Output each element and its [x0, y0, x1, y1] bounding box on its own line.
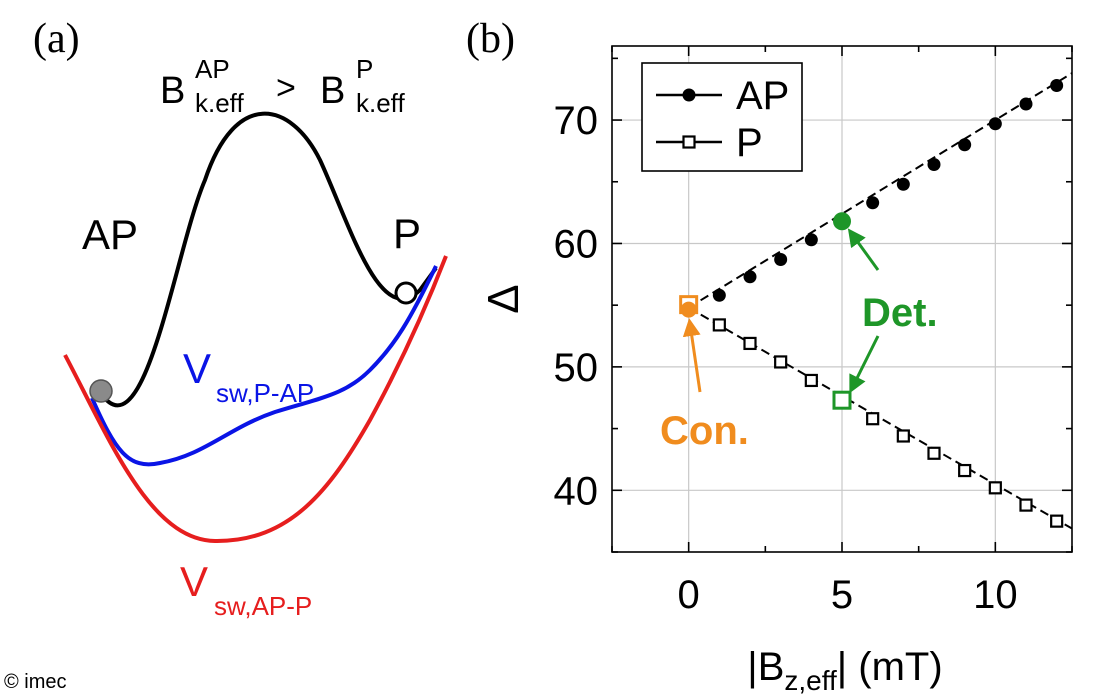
b-ap-symbol: B — [160, 70, 185, 112]
legend-marker-ap — [682, 88, 696, 102]
plot-area: 0 5 10 40 50 60 70 — [554, 45, 1073, 617]
legend-label-ap: AP — [736, 74, 789, 118]
data-point-p — [866, 412, 880, 426]
x-tick-label: 5 — [831, 573, 853, 617]
y-axis-label: Δ — [479, 284, 528, 313]
x-tick-label: 0 — [678, 573, 700, 617]
anisotropy-inequality: B AP k.eff > B P k.eff — [160, 54, 405, 118]
energy-curve-black — [98, 111, 438, 408]
state-ap-label: AP — [82, 211, 138, 258]
data-point-p — [1019, 498, 1033, 512]
red-curve-label: V sw,AP-P — [180, 558, 312, 621]
switching-curve-blue — [90, 265, 438, 467]
panel-a: (a) B AP k.eff > B P k.eff AP P V sw,P-A… — [33, 16, 448, 621]
data-point-p — [804, 373, 818, 388]
panel-b-label: (b) — [466, 16, 515, 62]
b-p-symbol: B — [320, 70, 345, 112]
b-p-superscript: P — [356, 54, 373, 84]
data-point-p — [896, 429, 910, 443]
data-point-p — [774, 355, 788, 369]
data-point-ap — [804, 233, 818, 247]
blue-curve-label: V sw,P-AP — [183, 345, 314, 408]
ball-p-state — [394, 281, 418, 305]
data-point-ap — [988, 117, 1002, 131]
blue-curve-label-main: V — [183, 345, 211, 392]
det-highlight-ap — [833, 212, 851, 231]
det-highlight-p — [832, 390, 852, 410]
det-arrow-ap — [847, 228, 880, 271]
red-curve-label-main: V — [180, 558, 208, 605]
x-axis-label-sub: z,eff — [784, 665, 837, 696]
data-point-ap — [743, 270, 757, 284]
det-arrow-p — [849, 335, 880, 394]
greater-than-sign: > — [276, 69, 296, 107]
data-point-ap — [1019, 97, 1033, 111]
x-tick-label: 10 — [973, 573, 1018, 617]
ball-ap-state — [89, 379, 113, 403]
data-point-p — [743, 336, 757, 351]
legend-marker-p — [682, 135, 696, 149]
b-ap-subscript: k.eff — [195, 88, 244, 118]
x-axis-label: |Bz,eff| (mT) — [747, 645, 942, 696]
con-annotation-label: Con. — [660, 409, 749, 453]
y-tick-label: 40 — [554, 469, 599, 513]
det-annotation-label: Det. — [862, 291, 938, 335]
panel-a-label: (a) — [33, 16, 80, 62]
state-p-label: P — [393, 210, 421, 257]
data-point-p — [1050, 514, 1064, 528]
data-point-p — [988, 481, 1002, 495]
legend-box — [641, 62, 803, 172]
legend: APP — [641, 62, 803, 172]
y-tick-label: 50 — [554, 346, 599, 390]
x-axis-label-close: | (mT) — [837, 645, 943, 689]
data-point-ap — [712, 288, 726, 302]
y-tick-label: 70 — [554, 99, 599, 143]
blue-curve-label-sub: sw,P-AP — [216, 378, 314, 408]
b-ap-superscript: AP — [195, 54, 230, 84]
legend-label-p: P — [736, 121, 763, 165]
data-point-ap — [927, 157, 941, 171]
x-axis-label-open: |B — [747, 645, 784, 689]
data-point-p — [712, 318, 726, 332]
data-point-p — [927, 446, 941, 460]
data-point-ap — [896, 177, 910, 191]
panel-b: (b) 0 5 10 40 50 60 70 APP Δ |Bz,eff| (mT) Con… — [466, 16, 1073, 696]
data-point-ap — [774, 253, 788, 267]
switching-curve-red — [63, 255, 448, 544]
fit-line-ap — [688, 72, 1073, 309]
data-point-ap — [958, 138, 972, 152]
con-arrow — [682, 318, 702, 393]
b-p-subscript: k.eff — [356, 88, 405, 118]
data-point-ap — [866, 196, 880, 210]
con-highlight-circle — [680, 301, 697, 318]
data-point-ap — [1050, 78, 1064, 92]
copyright-label: © imec — [4, 671, 67, 693]
svg-text:|Bz,eff| (mT): |Bz,eff| (mT) — [747, 645, 942, 696]
y-tick-label: 60 — [554, 222, 599, 266]
red-curve-label-sub: sw,AP-P — [214, 591, 312, 621]
data-point-p — [958, 463, 972, 478]
